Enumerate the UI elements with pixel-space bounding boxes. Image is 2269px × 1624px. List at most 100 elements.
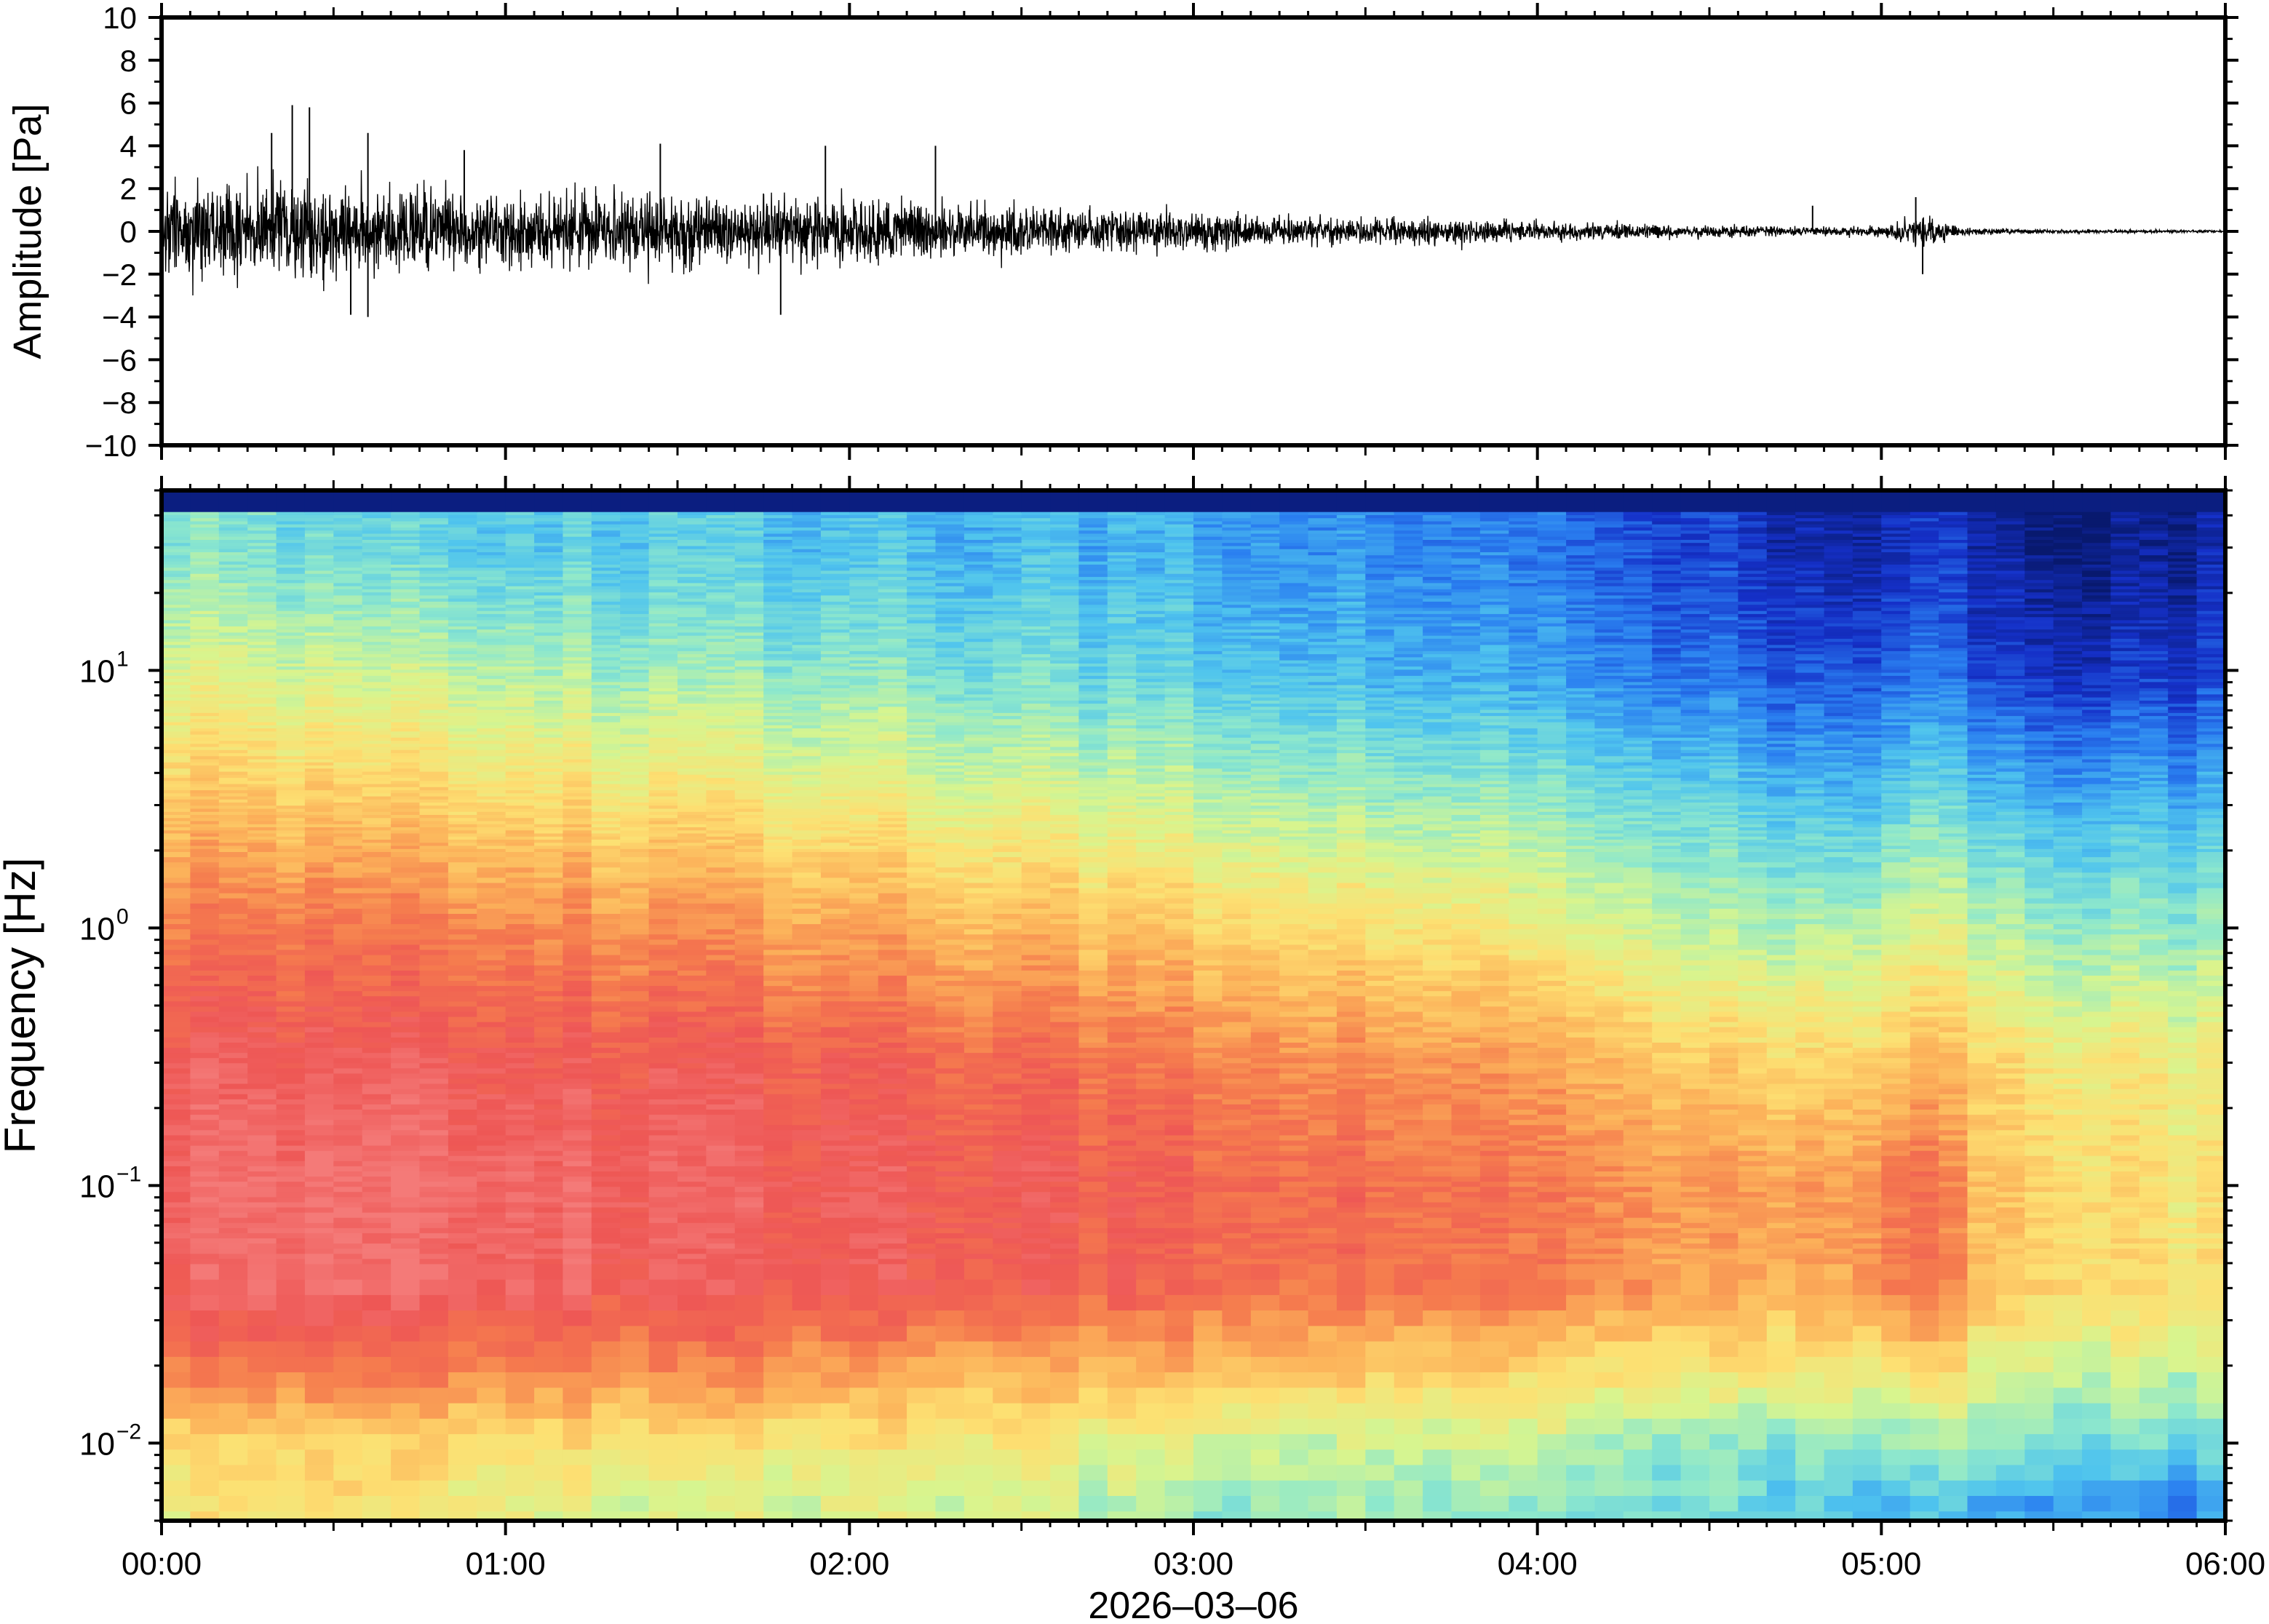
- heatmap-cell: [505, 1480, 535, 1497]
- heatmap-cell: [333, 1326, 363, 1342]
- heatmap-cell: [505, 650, 535, 655]
- heatmap-cell: [391, 1212, 421, 1219]
- heatmap-cell: [477, 549, 506, 553]
- heatmap-cell: [706, 744, 736, 748]
- heatmap-cell: [276, 601, 306, 605]
- heatmap-cell: [218, 666, 248, 671]
- heatmap-cell: [706, 1511, 736, 1521]
- heatmap-cell: [563, 1511, 592, 1521]
- heatmap-cell: [448, 1099, 478, 1105]
- heatmap-cell: [677, 704, 707, 708]
- heatmap-cell: [677, 509, 707, 513]
- heatmap-cell: [247, 759, 277, 763]
- heatmap-cell: [304, 688, 335, 692]
- heatmap-cell: [190, 888, 220, 894]
- heatmap-cell: [391, 654, 421, 658]
- heatmap-cell: [304, 530, 335, 535]
- heatmap-cell: [448, 660, 478, 664]
- heatmap-cell: [591, 1197, 621, 1203]
- heatmap-cell: [247, 747, 277, 751]
- heatmap-cell: [362, 1058, 392, 1064]
- heatmap-cell: [706, 796, 736, 800]
- heatmap-cell: [190, 716, 220, 720]
- heatmap-cell: [304, 610, 335, 615]
- heatmap-cell: [391, 1110, 421, 1115]
- heatmap-cell: [362, 496, 392, 501]
- heatmap-cell: [333, 1192, 363, 1198]
- heatmap-cell: [706, 934, 736, 941]
- heatmap-cell: [763, 815, 793, 819]
- heatmap-cell: [448, 592, 478, 597]
- heatmap-cell: [333, 939, 363, 946]
- heatmap-cell: [333, 573, 363, 578]
- heatmap-cell: [763, 626, 793, 630]
- heatmap-cell: [734, 955, 764, 961]
- heatmap-cell: [648, 1058, 678, 1064]
- heatmap-cell: [190, 818, 220, 822]
- heatmap-cell: [477, 573, 506, 578]
- heatmap-cell: [505, 725, 535, 729]
- heatmap-cell: [218, 888, 248, 894]
- heatmap-cell: [276, 565, 306, 568]
- heatmap-cell: [648, 632, 678, 637]
- heatmap-cell: [218, 803, 248, 806]
- heatmap-cell: [448, 929, 478, 936]
- heatmap-cell: [677, 648, 707, 652]
- heatmap-cell: [304, 908, 335, 915]
- heatmap-cell: [333, 793, 363, 797]
- heatmap-cell: [190, 648, 220, 652]
- heatmap-cell: [591, 796, 621, 800]
- heatmap-cell: [419, 503, 449, 506]
- heatmap-cell: [448, 719, 478, 723]
- heatmap-cell: [247, 1150, 277, 1157]
- heatmap-cell: [304, 790, 335, 795]
- heatmap-cell: [534, 1099, 564, 1105]
- heatmap-cell: [333, 1187, 363, 1193]
- heatmap-cell: [563, 753, 592, 757]
- heatmap-cell: [677, 799, 707, 803]
- heatmap-cell: [648, 660, 678, 664]
- heatmap-cell: [477, 799, 506, 803]
- heatmap-cell: [734, 642, 764, 646]
- heatmap-cell: [677, 666, 707, 671]
- heatmap-cell: [276, 950, 306, 956]
- heatmap-cell: [505, 744, 535, 748]
- heatmap-cell: [448, 1197, 478, 1203]
- heatmap-cell: [190, 1388, 220, 1404]
- heatmap-cell: [276, 638, 306, 642]
- heatmap-cell: [419, 549, 449, 553]
- heatmap-cell: [763, 645, 793, 649]
- heatmap-cell: [162, 728, 191, 733]
- heatmap-cell: [247, 620, 277, 624]
- heatmap-cell: [362, 1222, 392, 1229]
- heatmap-cell: [304, 1326, 335, 1342]
- heatmap-cell: [448, 645, 478, 649]
- heatmap-cell: [304, 1192, 335, 1198]
- heatmap-cell: [419, 1372, 449, 1389]
- heatmap-cell: [563, 815, 592, 819]
- heatmap-cell: [247, 506, 277, 510]
- heatmap-cell: [591, 1032, 621, 1038]
- heatmap-cell: [677, 1001, 707, 1008]
- heatmap-cell: [419, 929, 449, 936]
- heatmap-cell: [505, 1294, 535, 1311]
- heatmap-cell: [734, 965, 764, 971]
- heatmap-cell: [218, 685, 248, 689]
- heatmap-cell: [333, 833, 363, 837]
- heatmap-cell: [362, 629, 392, 634]
- heatmap-cell: [218, 799, 248, 803]
- heatmap-cell: [677, 1161, 707, 1167]
- heatmap-cell: [706, 893, 736, 899]
- heatmap-cell: [534, 852, 564, 858]
- heatmap-cell: [563, 965, 592, 971]
- heatmap-cell: [419, 1048, 449, 1054]
- heatmap-cell: [448, 716, 478, 720]
- heatmap-cell: [505, 960, 535, 966]
- heatmap-cell: [477, 1022, 506, 1028]
- heatmap-cell: [563, 610, 592, 615]
- heatmap-cell: [190, 558, 220, 562]
- heatmap-cell: [477, 1058, 506, 1064]
- heatmap-cell: [218, 610, 248, 615]
- heatmap-cell: [304, 1243, 335, 1249]
- heatmap-cell: [763, 719, 793, 723]
